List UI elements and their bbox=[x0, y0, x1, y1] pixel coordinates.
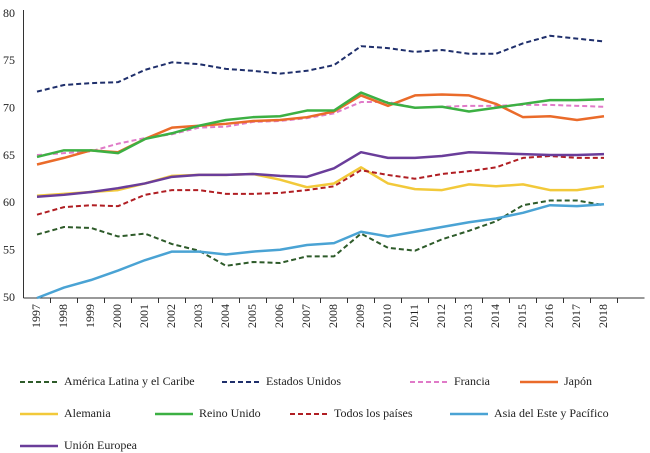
legend-label: Unión Europea bbox=[64, 438, 138, 452]
x-tick-label: 2008 bbox=[326, 304, 340, 328]
series-line bbox=[36, 150, 605, 198]
legend-label: Francia bbox=[454, 374, 491, 388]
legend-label: América Latina y el Caribe bbox=[64, 374, 195, 388]
y-tick-label: 50 bbox=[3, 290, 15, 304]
legend-label: Alemania bbox=[64, 406, 111, 420]
legend-label: Japón bbox=[564, 374, 592, 388]
x-tick-label: 2015 bbox=[515, 304, 529, 328]
legend-label: Asia del Este y Pacífico bbox=[494, 406, 609, 420]
x-tick-label: 2003 bbox=[191, 304, 205, 328]
x-tick-label: 2016 bbox=[542, 304, 556, 328]
series-line bbox=[36, 34, 605, 93]
series-line bbox=[36, 91, 605, 159]
x-tick-label: 2013 bbox=[461, 304, 475, 328]
x-tick-label: 1997 bbox=[29, 304, 43, 328]
series-line bbox=[36, 199, 605, 267]
x-tick-label: 2007 bbox=[299, 304, 313, 328]
series-line bbox=[36, 203, 605, 300]
y-tick-label: 65 bbox=[3, 148, 15, 162]
legend-label: Todos los países bbox=[334, 406, 413, 420]
series-line bbox=[36, 155, 604, 216]
x-tick-label: 2004 bbox=[218, 304, 232, 328]
x-tick-label: 2010 bbox=[380, 304, 394, 328]
y-tick-label: 75 bbox=[3, 53, 15, 67]
x-tick-label: 2009 bbox=[353, 304, 367, 328]
y-tick-label: 70 bbox=[3, 100, 15, 114]
x-tick-label: 2017 bbox=[569, 304, 583, 328]
y-tick-label: 60 bbox=[3, 195, 15, 209]
y-tick-label: 55 bbox=[3, 242, 15, 256]
legend-label: Reino Unido bbox=[199, 406, 261, 420]
x-tick-label: 2005 bbox=[245, 304, 259, 328]
y-tick-label: 80 bbox=[3, 6, 15, 20]
x-tick-label: 2006 bbox=[272, 304, 286, 328]
x-tick-label: 2012 bbox=[434, 304, 448, 328]
x-tick-label: 2018 bbox=[596, 304, 610, 328]
x-tick-label: 2014 bbox=[488, 304, 502, 328]
x-tick-label: 2002 bbox=[164, 304, 178, 328]
x-tick-label: 2011 bbox=[407, 304, 421, 328]
legend-label: Estados Unidos bbox=[266, 374, 341, 388]
x-tick-label: 2001 bbox=[137, 304, 151, 328]
x-tick-label: 1998 bbox=[56, 304, 70, 328]
x-tick-label: 1999 bbox=[83, 304, 97, 328]
x-tick-label: 2000 bbox=[110, 304, 124, 328]
